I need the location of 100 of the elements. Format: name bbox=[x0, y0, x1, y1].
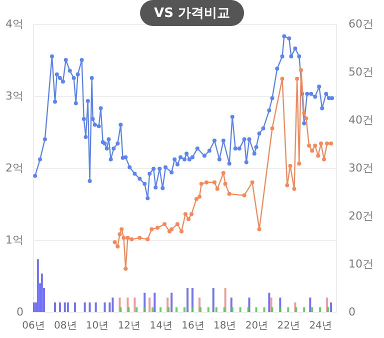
chart-title: VS 가격비교 bbox=[140, 0, 244, 26]
bar bbox=[271, 307, 274, 312]
point bbox=[190, 212, 194, 216]
y2-tick-label: 50건 bbox=[348, 66, 374, 78]
bar bbox=[40, 274, 43, 312]
point bbox=[288, 164, 292, 168]
bar bbox=[311, 307, 314, 312]
point bbox=[223, 182, 228, 186]
bar bbox=[36, 259, 39, 312]
x-tick-label: 16년 bbox=[182, 320, 204, 332]
bar bbox=[303, 307, 306, 312]
bar bbox=[134, 298, 136, 312]
y-tick-label: 1억 bbox=[6, 234, 24, 246]
point bbox=[325, 142, 330, 146]
point bbox=[319, 142, 324, 146]
bar bbox=[295, 307, 298, 312]
point bbox=[120, 227, 124, 232]
bar bbox=[160, 307, 162, 312]
bar bbox=[66, 302, 69, 312]
bar bbox=[330, 302, 332, 312]
bar bbox=[94, 302, 97, 312]
bar bbox=[319, 307, 322, 312]
bar bbox=[136, 307, 138, 312]
point bbox=[212, 180, 216, 184]
bar bbox=[74, 302, 76, 312]
point bbox=[162, 222, 167, 226]
point bbox=[257, 227, 262, 232]
bar bbox=[327, 307, 330, 312]
point bbox=[118, 232, 122, 236]
point bbox=[227, 192, 232, 196]
x-tick-label: 22년 bbox=[277, 320, 300, 332]
bar bbox=[268, 292, 270, 312]
bar bbox=[309, 298, 312, 312]
point bbox=[194, 196, 198, 201]
y-tick-label: 2억 bbox=[6, 162, 24, 174]
point bbox=[215, 186, 220, 191]
point bbox=[116, 244, 120, 248]
bar bbox=[247, 307, 250, 312]
bar bbox=[199, 307, 202, 312]
bar bbox=[168, 307, 170, 312]
x-tick-label: 06년 bbox=[22, 320, 45, 332]
point bbox=[316, 154, 320, 158]
bar bbox=[154, 292, 156, 312]
point bbox=[146, 237, 150, 242]
bar bbox=[170, 292, 173, 312]
bar bbox=[88, 302, 91, 312]
point bbox=[322, 157, 326, 162]
bar bbox=[112, 298, 114, 312]
bar bbox=[104, 302, 106, 312]
bar bbox=[144, 307, 146, 312]
y-tick-label: 0 bbox=[16, 306, 24, 318]
bar bbox=[255, 307, 258, 312]
bar bbox=[279, 307, 282, 312]
point bbox=[313, 144, 318, 148]
bar bbox=[263, 307, 266, 312]
bar bbox=[239, 307, 242, 312]
bar bbox=[287, 307, 290, 312]
point bbox=[270, 126, 274, 130]
x-tick-label: 24년 bbox=[309, 320, 332, 332]
point bbox=[126, 236, 130, 240]
point bbox=[307, 144, 312, 148]
bar bbox=[191, 307, 194, 312]
bar bbox=[215, 307, 218, 312]
point bbox=[197, 194, 202, 199]
point bbox=[280, 76, 284, 81]
bar bbox=[223, 307, 226, 312]
point bbox=[156, 226, 160, 230]
bar bbox=[54, 302, 56, 312]
point bbox=[302, 111, 306, 116]
point bbox=[122, 236, 126, 240]
point bbox=[285, 183, 290, 188]
bar bbox=[207, 307, 210, 312]
bar bbox=[176, 307, 178, 312]
point bbox=[250, 180, 254, 184]
y-tick-label: 4억 bbox=[6, 18, 24, 30]
point bbox=[175, 222, 180, 226]
point bbox=[183, 212, 188, 216]
y2-tick-label: 60건 bbox=[348, 18, 374, 30]
point bbox=[124, 266, 128, 271]
point bbox=[204, 180, 209, 184]
x-tick-label: 14년 bbox=[150, 320, 172, 332]
bar bbox=[128, 307, 130, 312]
point bbox=[329, 142, 334, 146]
point bbox=[112, 240, 117, 244]
point bbox=[242, 193, 246, 198]
bar bbox=[212, 288, 214, 312]
bar bbox=[120, 307, 122, 312]
point bbox=[150, 227, 154, 232]
y2-tick-label: 10건 bbox=[348, 258, 374, 270]
point bbox=[199, 182, 204, 186]
x-tick-label: 20년 bbox=[245, 320, 268, 332]
point bbox=[186, 217, 190, 222]
point bbox=[138, 236, 142, 240]
point bbox=[299, 68, 304, 72]
y2-tick-label: 40건 bbox=[348, 114, 374, 126]
x-tick-label: 10년 bbox=[86, 320, 109, 332]
y2-tick-label: 0 bbox=[348, 306, 356, 318]
point bbox=[179, 229, 184, 234]
point bbox=[295, 76, 300, 81]
y-tick-label: 3억 bbox=[6, 90, 24, 102]
